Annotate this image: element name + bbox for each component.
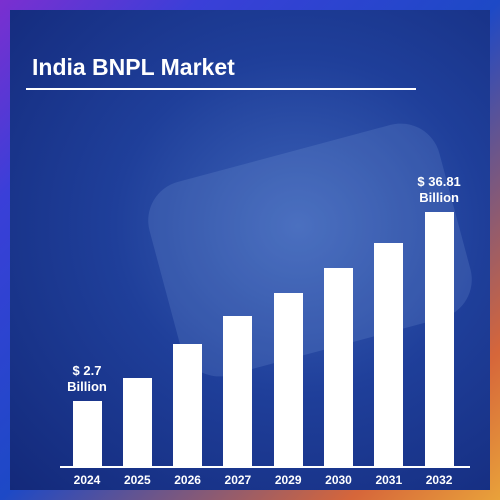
value-label: $ 36.81 Billion xyxy=(417,174,461,206)
chart-title: India BNPL Market xyxy=(32,54,235,80)
bar xyxy=(72,401,102,466)
title-rule xyxy=(26,88,416,90)
bar xyxy=(173,343,203,466)
value-label: $ 2.7 Billion xyxy=(67,363,107,395)
bar xyxy=(122,377,152,466)
x-tick-label: 2030 xyxy=(325,473,352,487)
bar xyxy=(324,268,353,466)
x-tick-label: 2025 xyxy=(123,473,151,487)
x-tick-label: 2024 xyxy=(73,473,101,487)
x-tick-label: 2029 xyxy=(274,473,302,487)
chart-panel: India BNPL Market 2024 $ 2.7 Billion 2025 2… xyxy=(10,10,490,490)
bar xyxy=(374,243,404,466)
bar xyxy=(273,293,303,466)
baseline xyxy=(60,466,470,468)
x-tick-label: 2032 xyxy=(425,473,453,487)
x-tick-label: 2027 xyxy=(224,473,252,487)
x-tick-label: 2026 xyxy=(174,473,201,487)
bar xyxy=(424,212,454,466)
bar xyxy=(223,316,253,466)
x-tick-label: 2031 xyxy=(375,473,403,487)
